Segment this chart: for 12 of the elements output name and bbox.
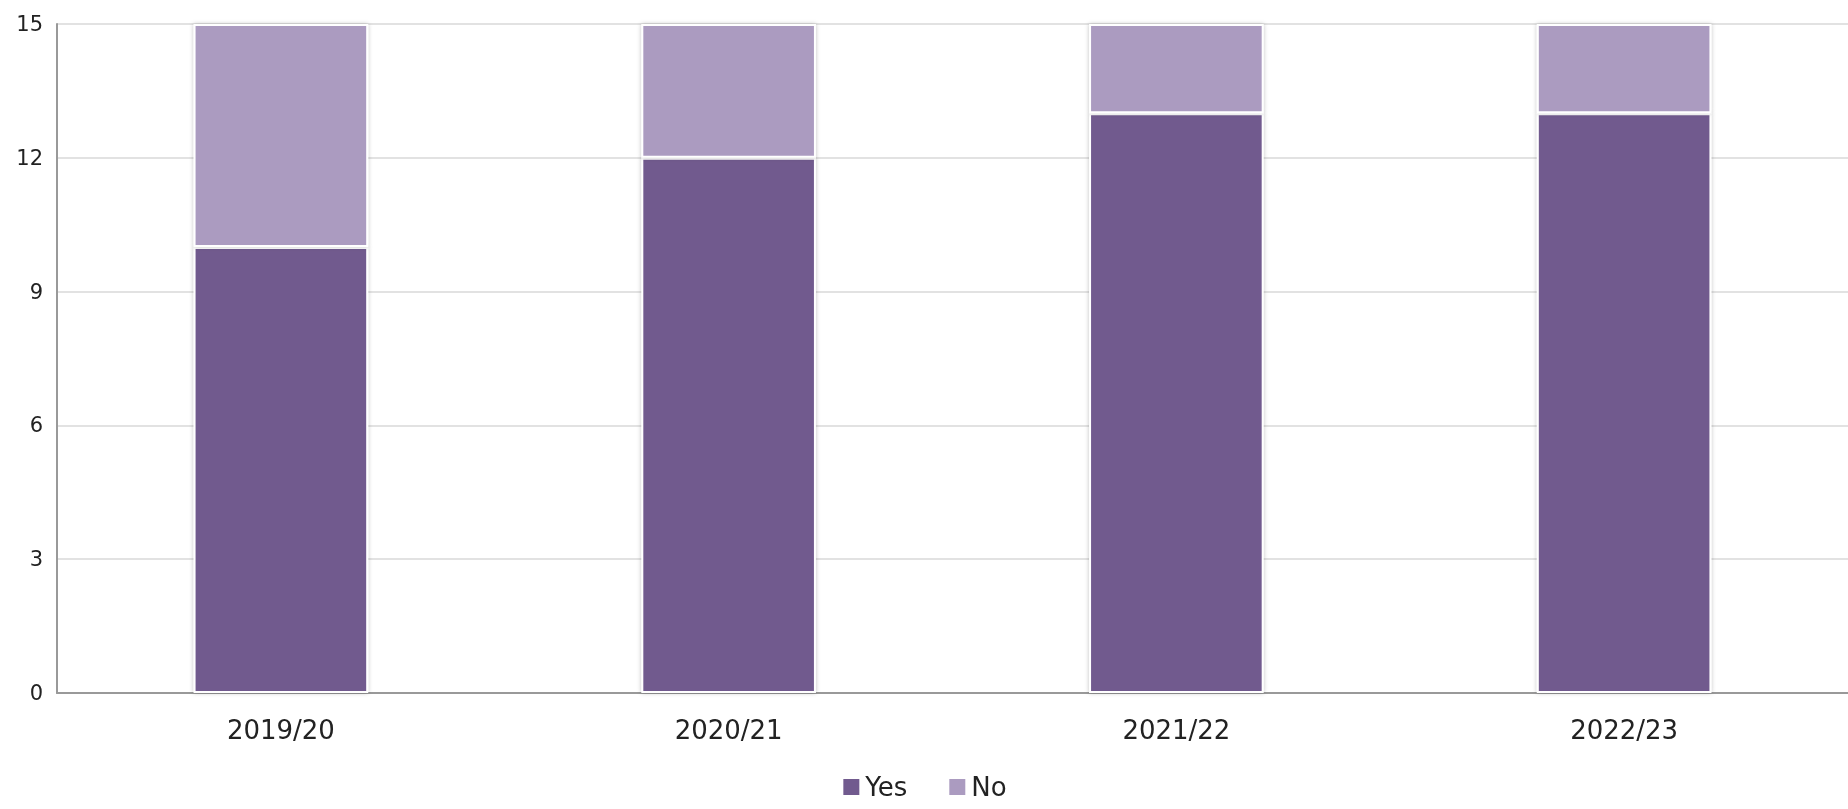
legend-label: No — [971, 772, 1007, 802]
x-tick-label: 2021/22 — [1122, 715, 1231, 745]
y-tick-label: 12 — [16, 145, 43, 170]
y-tick-label: 3 — [29, 547, 43, 572]
y-tick-label: 6 — [29, 413, 43, 438]
y-tick-label: 15 — [16, 12, 43, 36]
y-tick-label: 9 — [29, 279, 43, 304]
x-tick-label: 2022/23 — [1570, 715, 1679, 745]
x-tick-label: 2020/21 — [674, 715, 783, 745]
x-tick-label: 2019/20 — [226, 715, 335, 745]
legend-label: Yes — [864, 772, 908, 802]
y-tick-label: 0 — [29, 681, 43, 705]
